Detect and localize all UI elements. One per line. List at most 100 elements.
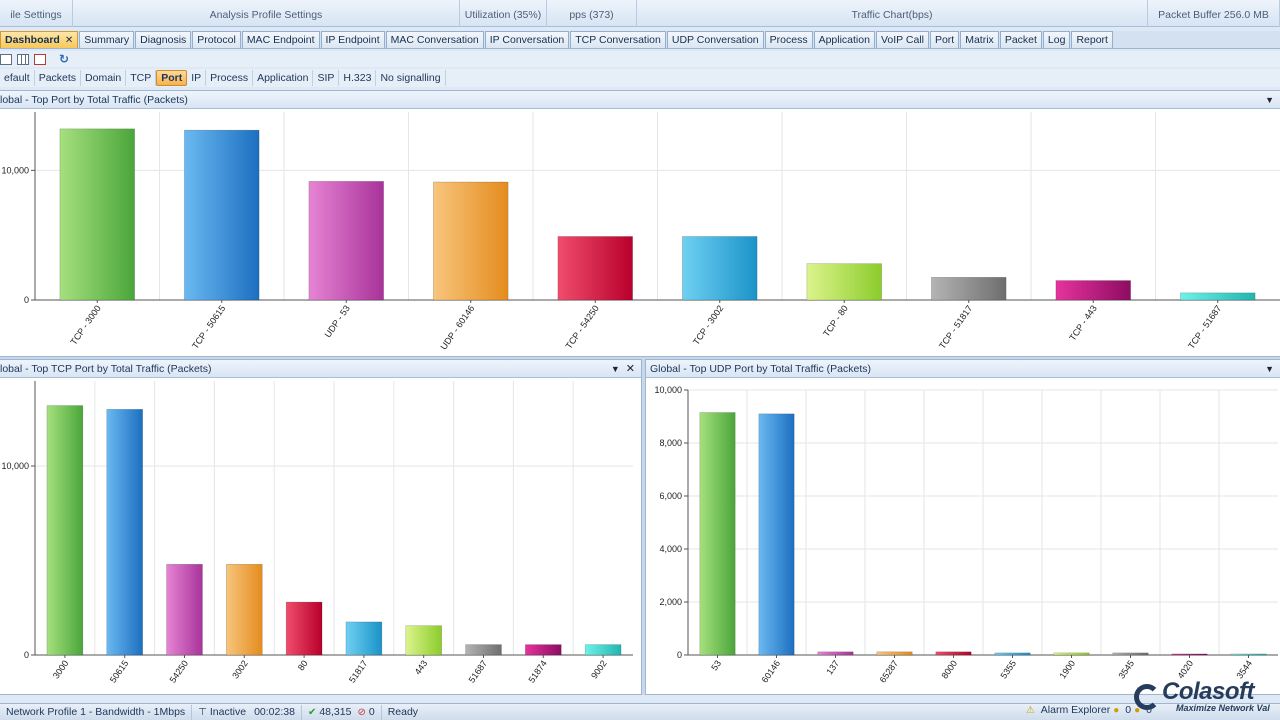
x-tick-label: TCP - 54250 [564,303,601,350]
subtab-ip[interactable]: IP [187,70,207,86]
top-udp-port-panel: Global - Top UDP Port by Total Traffic (… [645,359,1280,695]
bar[interactable] [876,651,913,656]
tab-port[interactable]: Port [929,31,960,48]
tab-packet[interactable]: Packet [999,31,1042,48]
bar[interactable] [1180,292,1256,301]
tab-label: MAC Endpoint [246,34,315,46]
bar[interactable] [184,129,260,301]
bar[interactable] [59,128,135,301]
panel-menu-icon[interactable]: ▼ [1265,94,1274,105]
subtab-application[interactable]: Application [253,70,314,86]
tab-label: TCP Conversation [575,34,661,46]
tab-summary[interactable]: Summary [79,31,135,48]
x-tick-label: TCP - 3000 [68,303,102,346]
ribbon-group: Utilization (35%) [460,0,547,27]
y-tick-label: 4,000 [659,544,682,554]
bar[interactable] [682,236,758,301]
x-tick-label: UDP - 60146 [438,303,476,351]
subtab-tcp[interactable]: TCP [126,70,157,86]
subtab-packets[interactable]: Packets [35,70,82,86]
tab-ip-conversation[interactable]: IP Conversation [484,31,570,48]
bar[interactable] [226,563,263,656]
subtab-port[interactable]: Port [156,70,188,86]
bar[interactable] [525,644,562,656]
close-icon[interactable]: ✕ [625,363,635,375]
tab-process[interactable]: Process [764,31,813,48]
brand-name: Colasoft [1162,678,1255,705]
status-profile: Network Profile 1 - Bandwidth - 1Mbps [0,704,193,720]
panel-menu-icon[interactable]: ▼ [610,363,620,374]
colasoft-logo-icon [1134,684,1160,710]
top-udp-port-chart: 0 2,000 4,000 6,000 8,000 10,000 53 60146 137 652… [646,379,1280,694]
horizontal-splitter[interactable] [0,357,1280,360]
bar[interactable] [1171,653,1208,656]
tab-tcp-conversation[interactable]: TCP Conversation [570,31,666,48]
bar[interactable] [285,601,323,656]
bar[interactable] [1230,653,1267,656]
tab-protocol[interactable]: Protocol [192,31,241,48]
bar[interactable] [931,277,1007,301]
warning-icon: ⚠ [1025,704,1035,716]
subtab-no-signalling[interactable]: No signalling [376,70,446,86]
y-tick-label: 6,000 [659,491,682,501]
tab-report[interactable]: Report [1071,31,1113,48]
status-elapsed: 00:02:38 [254,706,295,718]
ribbon-group: Packet Buffer 256.0 MB [1148,0,1280,27]
bar[interactable] [345,621,383,656]
bar[interactable] [817,651,854,656]
tab-log[interactable]: Log [1042,31,1071,48]
tab-mac-conversation[interactable]: MAC Conversation [385,31,484,48]
subtab-domain[interactable]: Domain [81,70,127,86]
bar[interactable] [166,563,203,656]
subtab-efault[interactable]: efault [0,70,35,86]
bar[interactable] [1055,280,1131,301]
refresh-icon[interactable]: ↻ [59,52,70,66]
bar[interactable] [46,405,84,656]
bar[interactable] [465,644,502,656]
status-state-text: Inactive [209,706,247,718]
panel-title-bar: Global - Top UDP Port by Total Traffic (… [646,360,1280,378]
panel-menu-icon[interactable]: ▼ [1265,363,1274,374]
tab-ip-endpoint[interactable]: IP Endpoint [320,31,385,48]
tab-application[interactable]: Application [813,31,875,48]
tab-diagnosis[interactable]: Diagnosis [135,31,192,48]
subtab-sip[interactable]: SIP [313,70,340,86]
bar[interactable] [1112,652,1149,656]
subtab-process[interactable]: Process [206,70,254,86]
tab-udp-conversation[interactable]: UDP Conversation [666,31,764,48]
bar[interactable] [806,263,882,301]
vertical-splitter[interactable] [642,359,646,695]
x-tick-label: 53 [709,658,723,672]
close-tab-icon[interactable]: ✕ [64,34,74,46]
y-tick-label: 2,000 [659,597,682,607]
x-tick-label: TCP - 443 [1067,303,1099,342]
delete-chart-icon[interactable] [34,53,46,65]
bar[interactable] [699,412,736,656]
bar[interactable] [433,181,509,301]
tab-voip-call[interactable]: VoIP Call [875,31,929,48]
bar[interactable] [557,236,633,301]
bar[interactable] [758,413,795,656]
panel-title: lobal - Top TCP Port by Total Traffic (P… [0,362,212,375]
ribbon-group: Traffic Chart(bps) [637,0,1148,27]
bar[interactable] [405,625,442,656]
panel-title-bar: lobal - Top Port by Total Traffic (Packe… [0,91,1280,109]
tab-matrix[interactable]: Matrix [960,31,999,48]
x-tick-label: 65287 [878,658,901,684]
bar[interactable] [935,651,972,656]
subtab-h-323[interactable]: H.323 [339,70,377,86]
alarm-count-1: 0 [1125,704,1132,716]
tab-dashboard[interactable]: Dashboard ✕ [0,31,79,48]
panel-title: lobal - Top Port by Total Traffic (Packe… [0,93,188,106]
add-chart-icon[interactable] [17,53,29,65]
layout-icon[interactable] [0,53,12,65]
x-tick-label: 51874 [526,658,549,684]
alarm-explorer[interactable]: ⚠ Alarm Explorer ● 0 ● 0 [1026,704,1152,716]
bar[interactable] [994,652,1031,656]
bar[interactable] [308,181,384,301]
tab-mac-endpoint[interactable]: MAC Endpoint [241,31,320,48]
bar[interactable] [1053,652,1090,656]
check-icon: ✔ [307,706,317,718]
bar[interactable] [584,644,622,656]
bar[interactable] [106,409,143,656]
